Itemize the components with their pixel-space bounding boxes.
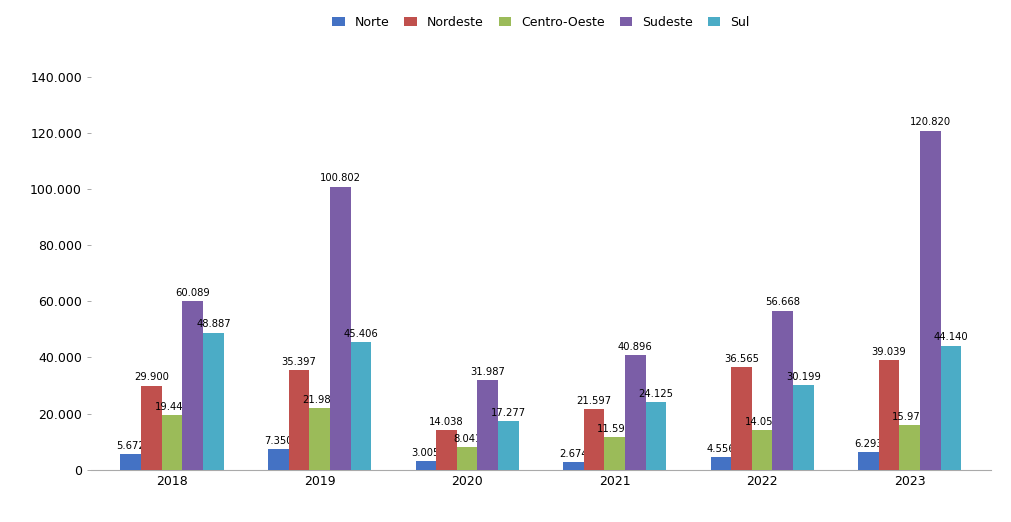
Text: 45.406: 45.406: [344, 329, 378, 339]
Bar: [416, 461, 436, 470]
Text: 24.125: 24.125: [638, 389, 673, 399]
Bar: [920, 130, 940, 470]
Bar: [772, 311, 793, 470]
Bar: [330, 187, 351, 470]
Text: 30.199: 30.199: [786, 372, 821, 382]
Text: 3.005: 3.005: [411, 448, 440, 458]
Bar: [646, 402, 666, 470]
Bar: [752, 430, 772, 470]
Bar: [879, 360, 900, 470]
Legend: Norte, Nordeste, Centro-Oeste, Sudeste, Sul: Norte, Nordeste, Centro-Oeste, Sudeste, …: [332, 16, 750, 29]
Bar: [162, 415, 182, 470]
Bar: [731, 367, 752, 470]
Text: 8.041: 8.041: [453, 434, 481, 444]
Bar: [351, 342, 371, 470]
Bar: [477, 380, 498, 470]
Bar: [120, 454, 142, 470]
Text: 2.674: 2.674: [559, 449, 587, 459]
Text: 14.053: 14.053: [745, 417, 779, 427]
Text: 29.900: 29.900: [134, 373, 169, 383]
Text: 14.038: 14.038: [429, 417, 464, 427]
Bar: [900, 425, 920, 470]
Bar: [793, 385, 814, 470]
Text: 6.293: 6.293: [854, 439, 883, 449]
Bar: [182, 301, 203, 470]
Text: 35.397: 35.397: [281, 357, 316, 367]
Bar: [563, 462, 583, 470]
Bar: [711, 457, 731, 470]
Bar: [583, 409, 605, 470]
Bar: [498, 421, 519, 470]
Bar: [309, 408, 330, 470]
Bar: [203, 333, 223, 470]
Text: 7.350: 7.350: [264, 436, 292, 446]
Text: 17.277: 17.277: [491, 408, 526, 418]
Bar: [436, 430, 457, 470]
Text: 48.887: 48.887: [196, 319, 231, 329]
Text: 120.820: 120.820: [910, 117, 951, 127]
Text: 40.896: 40.896: [618, 341, 653, 352]
Text: 4.556: 4.556: [707, 444, 735, 454]
Bar: [142, 386, 162, 470]
Text: 31.987: 31.987: [470, 366, 506, 376]
Bar: [268, 449, 289, 470]
Bar: [858, 452, 879, 470]
Text: 56.668: 56.668: [765, 298, 801, 307]
Text: 19.447: 19.447: [155, 402, 189, 412]
Text: 21.986: 21.986: [302, 395, 337, 405]
Text: 21.597: 21.597: [576, 396, 612, 406]
Text: 60.089: 60.089: [175, 288, 210, 298]
Text: 39.039: 39.039: [871, 347, 907, 357]
Text: 11.599: 11.599: [598, 424, 632, 434]
Bar: [605, 437, 625, 470]
Bar: [289, 371, 309, 470]
Text: 44.140: 44.140: [933, 333, 969, 342]
Bar: [625, 355, 646, 470]
Text: 15.977: 15.977: [892, 411, 927, 422]
Text: 5.672: 5.672: [116, 441, 146, 450]
Text: 36.565: 36.565: [724, 354, 759, 364]
Bar: [457, 447, 477, 470]
Bar: [940, 346, 961, 470]
Text: 100.802: 100.802: [319, 173, 361, 183]
